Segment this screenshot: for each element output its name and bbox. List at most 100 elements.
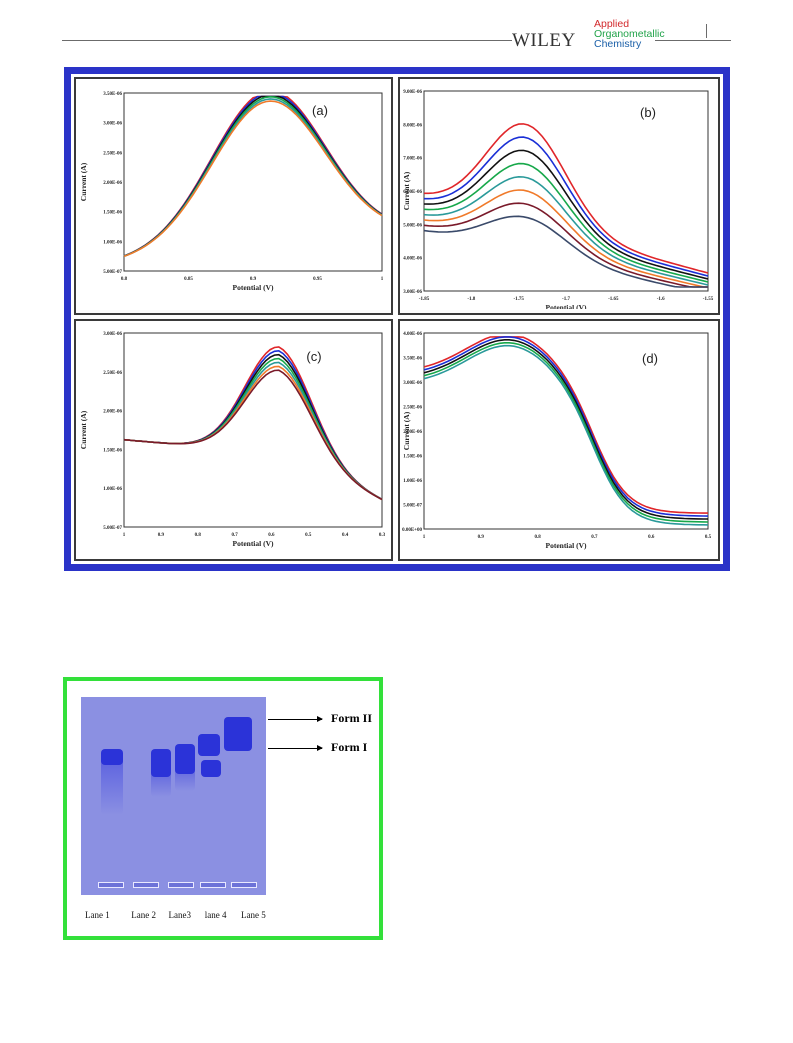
y-tick-label: 5.00E-06 (403, 223, 422, 228)
lane-3-band (175, 744, 195, 774)
y-tick-label: 2.50E-06 (103, 151, 122, 156)
y-tick-label: 1.00E-06 (103, 240, 122, 245)
lane-label-1: Lane 1 (85, 910, 110, 920)
panel-svg: 4.00E-06 3.50E-06 3.00E-06 2.50E-06 2.00E-06… (402, 332, 712, 550)
publisher-logo: WILEY (512, 30, 576, 51)
form-i-label: Form I (331, 740, 368, 754)
panel-label: (b) (640, 105, 656, 120)
voltammogram-curve (423, 339, 708, 520)
voltammogram-curve (423, 336, 709, 517)
journal-line-3: Chemistry (594, 38, 642, 50)
header-rule-right (655, 40, 731, 41)
y-tick-label: 3.50E-06 (403, 357, 422, 362)
voltammogram-curve (123, 369, 383, 501)
voltammogram-curve (123, 346, 383, 500)
journal-line-1: Applied (594, 18, 630, 30)
x-tick-label: 0.85 (184, 277, 193, 282)
header-rule-left (62, 40, 512, 41)
voltammogram-curve (123, 100, 383, 258)
x-tick-label: 0.8 (121, 277, 128, 282)
y-tick-label: 3.00E-06 (103, 332, 122, 337)
y-tick-label: 5.00E-07 (103, 526, 122, 531)
panel-d: 4.00E-06 3.50E-06 3.00E-06 2.50E-06 2.00E-06… (398, 319, 720, 561)
x-tick-label: -1.6 (657, 297, 665, 302)
page-number-divider (706, 24, 707, 38)
x-tick-label: 0.9 (158, 533, 165, 538)
plot-frame (123, 92, 383, 272)
plot-frame (423, 90, 709, 292)
journal-line-2: Organometallic (594, 28, 665, 40)
y-tick-label: 5.00E-07 (403, 504, 422, 509)
y-axis-label: Current (A) (79, 410, 88, 449)
panel-label: (c) (306, 349, 321, 364)
y-tick-label: 3.50E-06 (103, 92, 122, 97)
y-axis-label: Current (A) (402, 411, 411, 450)
y-tick-label: 5.00E-07 (103, 270, 122, 275)
voltammogram-curve (423, 344, 709, 526)
x-tick-label: 0.3 (379, 533, 386, 538)
y-tick-label: 7.00E-06 (403, 157, 422, 162)
voltammogram-curve (423, 149, 709, 280)
lane-1-smear (101, 755, 123, 815)
x-tick-label: -1.85 (419, 297, 430, 302)
lane-4-band-form-i (201, 760, 221, 777)
form-i-arrow (268, 745, 323, 751)
x-tick-label: -1.55 (703, 297, 714, 302)
lane-label-5: Lane 5 (241, 910, 266, 920)
panel-svg: 9.00E-06 8.00E-06 7.00E-06 6.00E-06 5.00E-06… (402, 90, 714, 309)
lane-1-band-form-i (101, 749, 123, 765)
x-tick-label: -1.75 (513, 297, 524, 302)
gel-figure: Form II Form I Lane 1 Lane 2 Lane3 lane … (63, 677, 383, 940)
voltammogram-curve (423, 336, 708, 514)
y-axis-label: Current (A) (402, 171, 411, 210)
x-tick-label: 0.7 (591, 535, 598, 540)
x-tick-label: 0.9 (478, 535, 485, 540)
voltammogram-curve (423, 175, 709, 286)
voltammetry-figure: 3.50E-06 3.00E-06 2.50E-06 2.00E-06 1.50E-06… (64, 67, 730, 571)
lane-label-2: Lane 2 (131, 910, 156, 920)
form-ii-label: Form II (331, 711, 372, 725)
x-tick-label: -1.7 (562, 297, 570, 302)
x-axis-label: Potential (V) (232, 283, 274, 292)
voltammogram-curve (424, 136, 709, 277)
voltammogram-curve (423, 202, 708, 288)
x-tick-label: 0.6 (268, 533, 275, 538)
voltammogram-curve (424, 123, 709, 274)
y-tick-label: 1.50E-06 (403, 455, 422, 460)
lane-label-4: lane 4 (204, 910, 227, 920)
x-tick-label: 0.8 (534, 535, 541, 540)
plot-frame (123, 332, 383, 528)
y-tick-label: 0.00E+00 (402, 528, 422, 533)
well-3 (168, 882, 194, 888)
x-tick-label: 0.8 (195, 533, 202, 538)
voltammogram-curve (423, 162, 709, 283)
x-tick-label: 0.9 (250, 277, 257, 282)
y-tick-label: 3.00E-06 (403, 381, 422, 386)
voltammogram-curve (123, 353, 383, 501)
y-tick-label: 1.50E-06 (103, 448, 122, 453)
y-axis-label: Current (A) (79, 162, 88, 201)
lane-4-band-form-ii (198, 734, 220, 756)
y-tick-label: 1.50E-06 (103, 211, 122, 216)
y-tick-label: 4.00E-06 (403, 332, 422, 337)
voltammogram-curve (423, 342, 709, 523)
voltammogram-curve (423, 189, 709, 288)
x-tick-label: 1 (123, 533, 126, 538)
x-axis-label: Potential (V) (545, 303, 587, 309)
panel-a: 3.50E-06 3.00E-06 2.50E-06 2.00E-06 1.50E-06… (74, 77, 393, 315)
voltammogram-curve (123, 357, 383, 501)
x-tick-label: 0.4 (342, 533, 349, 538)
panel-label: (a) (312, 103, 328, 118)
well-1 (98, 882, 124, 888)
y-tick-label: 2.00E-06 (403, 430, 422, 435)
y-tick-label: 9.00E-06 (403, 90, 422, 95)
x-tick-label: 0.95 (313, 277, 322, 282)
x-axis-label: Potential (V) (545, 541, 587, 550)
panel-c: 3.00E-06 2.50E-06 2.00E-06 1.50E-06 1.00E-06… (74, 319, 393, 561)
y-tick-label: 1.00E-06 (103, 487, 122, 492)
x-tick-label: 1 (423, 535, 426, 540)
voltammogram-curve (123, 361, 383, 501)
journal-logo: Applied Organometallic Chemistry (594, 18, 665, 50)
panel-b: 9.00E-06 8.00E-06 7.00E-06 6.00E-06 5.00E-06… (398, 77, 720, 315)
x-tick-label: 1 (381, 277, 384, 282)
